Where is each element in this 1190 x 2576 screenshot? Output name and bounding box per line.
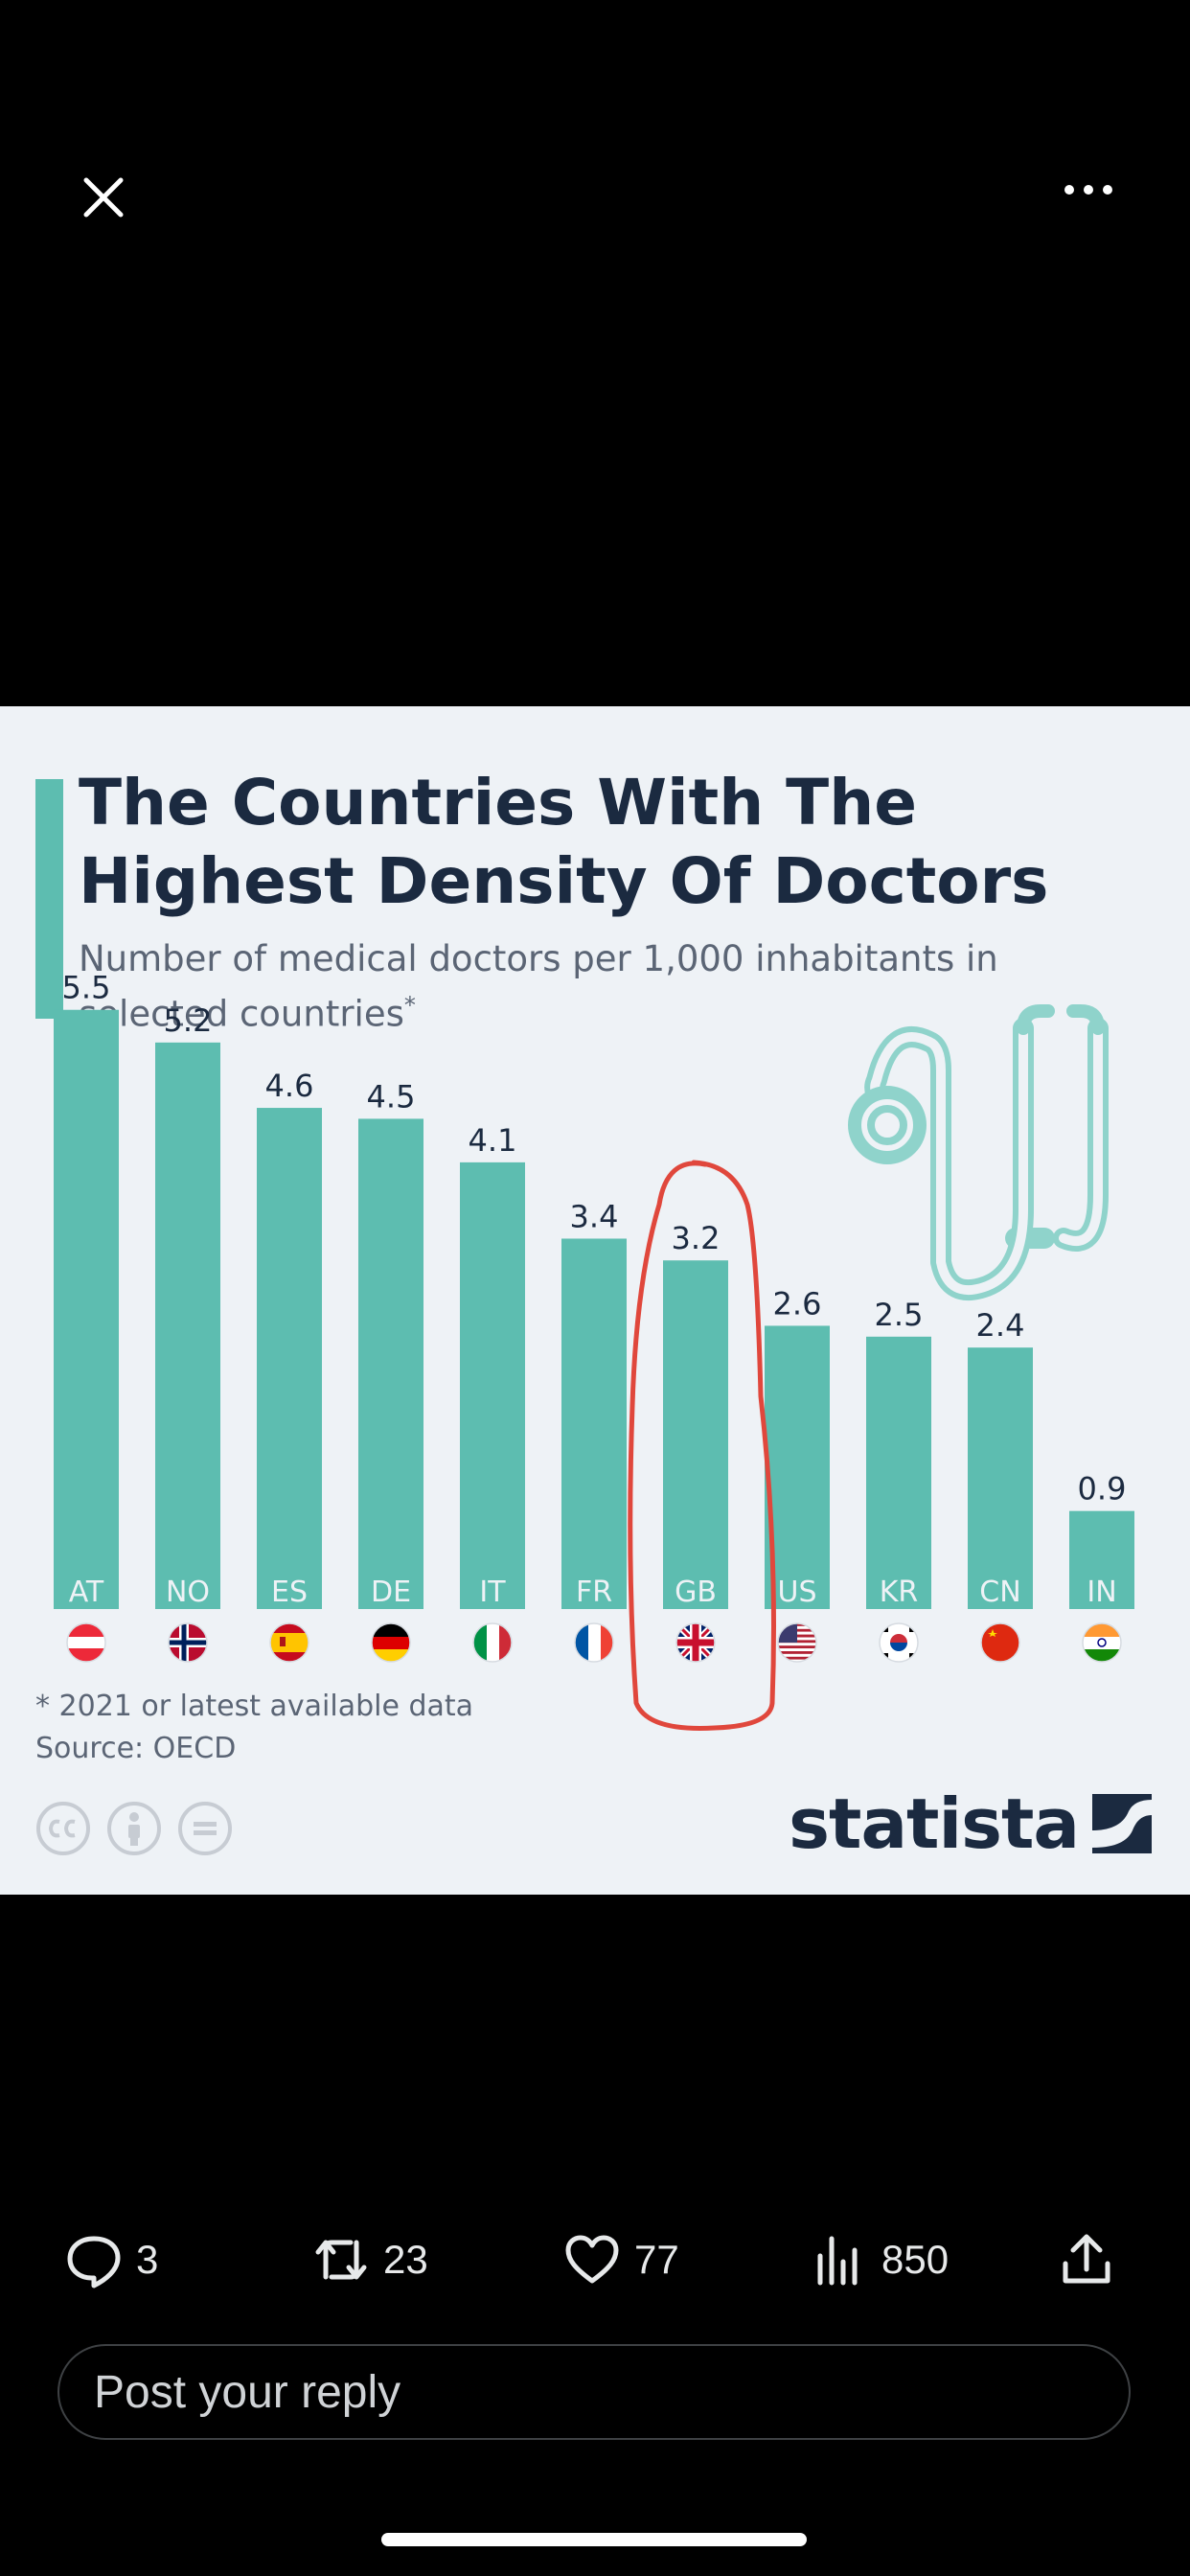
post-action-bar: 3 23 77 850 <box>0 2221 1190 2298</box>
like-count: 77 <box>634 2237 679 2282</box>
category-label-no: NO <box>166 1576 210 1609</box>
highlight-annotation <box>628 1160 776 1731</box>
uk-flag-icon <box>676 1623 715 1662</box>
austria-flag-icon <box>67 1623 105 1662</box>
value-label-in: 0.9 <box>1078 1471 1127 1507</box>
statista-logo: statista <box>789 1789 1152 1858</box>
close-icon <box>83 177 124 218</box>
category-label-us: US <box>777 1576 816 1609</box>
like-action[interactable]: 77 <box>563 2221 679 2298</box>
flag-ring-us <box>777 1622 817 1663</box>
flag-ring-in <box>1082 1622 1122 1663</box>
reply-icon <box>67 2236 121 2288</box>
heart-icon <box>565 2235 619 2284</box>
value-label-no: 5.2 <box>164 1002 213 1039</box>
bar-us <box>765 1325 830 1609</box>
statista-logo-icon <box>1092 1794 1152 1853</box>
value-label-fr: 3.4 <box>570 1198 619 1234</box>
category-label-fr: FR <box>576 1576 612 1609</box>
reply-count: 3 <box>136 2237 159 2282</box>
reply-box[interactable] <box>57 2344 1131 2440</box>
license-icons <box>35 1801 233 1856</box>
value-label-cn: 2.4 <box>976 1307 1025 1344</box>
infographic-image[interactable]: The Countries With The Highest Density O… <box>0 706 1190 1895</box>
flag-ring-de <box>371 1622 411 1663</box>
repost-action[interactable]: 23 <box>312 2221 428 2298</box>
chart-subtitle-text: Number of medical doctors per 1,000 inha… <box>79 938 998 1035</box>
bar-in <box>1069 1510 1134 1609</box>
attribution-icon <box>107 1802 161 1855</box>
reply-input[interactable] <box>92 2364 1129 2420</box>
value-label-us: 2.6 <box>773 1285 822 1322</box>
flag-ring-cn <box>980 1622 1020 1663</box>
flag-ring-at <box>66 1622 106 1663</box>
category-label-cn: CN <box>979 1576 1020 1609</box>
flag-ring-kr <box>879 1622 919 1663</box>
share-action[interactable] <box>1058 2221 1115 2298</box>
category-label-de: DE <box>371 1576 411 1609</box>
value-label-kr: 2.5 <box>875 1297 924 1333</box>
bar-no <box>155 1042 220 1609</box>
home-indicator[interactable] <box>381 2533 807 2546</box>
more-options-button[interactable] <box>1062 171 1115 209</box>
cc-icon <box>36 1802 90 1855</box>
repost-count: 23 <box>383 2237 428 2282</box>
flag-ring-it <box>472 1622 513 1663</box>
views-icon <box>817 2236 858 2286</box>
china-flag-icon <box>981 1623 1019 1662</box>
share-icon <box>1063 2234 1110 2284</box>
more-horizontal-icon <box>1064 185 1112 195</box>
flag-ring-gb <box>675 1622 716 1663</box>
category-label-in: IN <box>1087 1576 1116 1609</box>
category-label-kr: KR <box>880 1576 919 1609</box>
footnote: * 2021 or latest available data <box>35 1690 474 1723</box>
chart-title: The Countries With The Highest Density O… <box>79 766 1049 918</box>
chart-subtitle: Number of medical doctors per 1,000 inha… <box>79 936 1037 1037</box>
category-label-gb: GB <box>675 1576 717 1609</box>
flag-ring-es <box>269 1622 309 1663</box>
bar-gb <box>663 1260 728 1609</box>
value-label-de: 4.5 <box>367 1078 416 1115</box>
value-label-it: 4.1 <box>469 1122 517 1159</box>
category-label-it: IT <box>479 1576 506 1609</box>
reply-action[interactable]: 3 <box>65 2221 158 2298</box>
usa-flag-icon <box>778 1623 816 1662</box>
bar-at <box>54 1009 119 1609</box>
brand-name: statista <box>789 1783 1080 1864</box>
title-accent-bar <box>35 779 63 1019</box>
bar-chart: 5.5 AT 5.2 NO 4.6 ES 4.5 DE 4.1 IT 3.4 FR 3.2 GB 2.6 US… <box>54 970 1134 1731</box>
value-label-es: 4.6 <box>265 1068 314 1104</box>
bar-cn <box>968 1347 1033 1609</box>
flag-ring-no <box>168 1622 208 1663</box>
bar-es <box>257 1108 322 1609</box>
close-button[interactable] <box>77 171 130 224</box>
value-label-at: 5.5 <box>62 970 111 1006</box>
value-label-gb: 3.2 <box>672 1220 721 1256</box>
views-action[interactable]: 850 <box>811 2221 949 2298</box>
source-note: Source: OECD <box>35 1732 237 1765</box>
repost-icon <box>315 2240 367 2280</box>
flag-ring-fr <box>574 1622 614 1663</box>
norway-flag-icon <box>169 1623 207 1662</box>
category-label-es: ES <box>271 1576 308 1609</box>
spain-flag-icon <box>270 1623 309 1662</box>
stethoscope-icon <box>848 1004 1109 1300</box>
no-derivatives-icon <box>178 1802 232 1855</box>
category-label-at: AT <box>69 1576 104 1609</box>
bar-it <box>460 1162 525 1609</box>
bar-kr <box>866 1336 931 1609</box>
views-count: 850 <box>881 2237 950 2282</box>
bar-de <box>358 1118 423 1609</box>
subtitle-footnote-mark: * <box>403 992 416 1019</box>
bar-fr <box>561 1238 627 1609</box>
